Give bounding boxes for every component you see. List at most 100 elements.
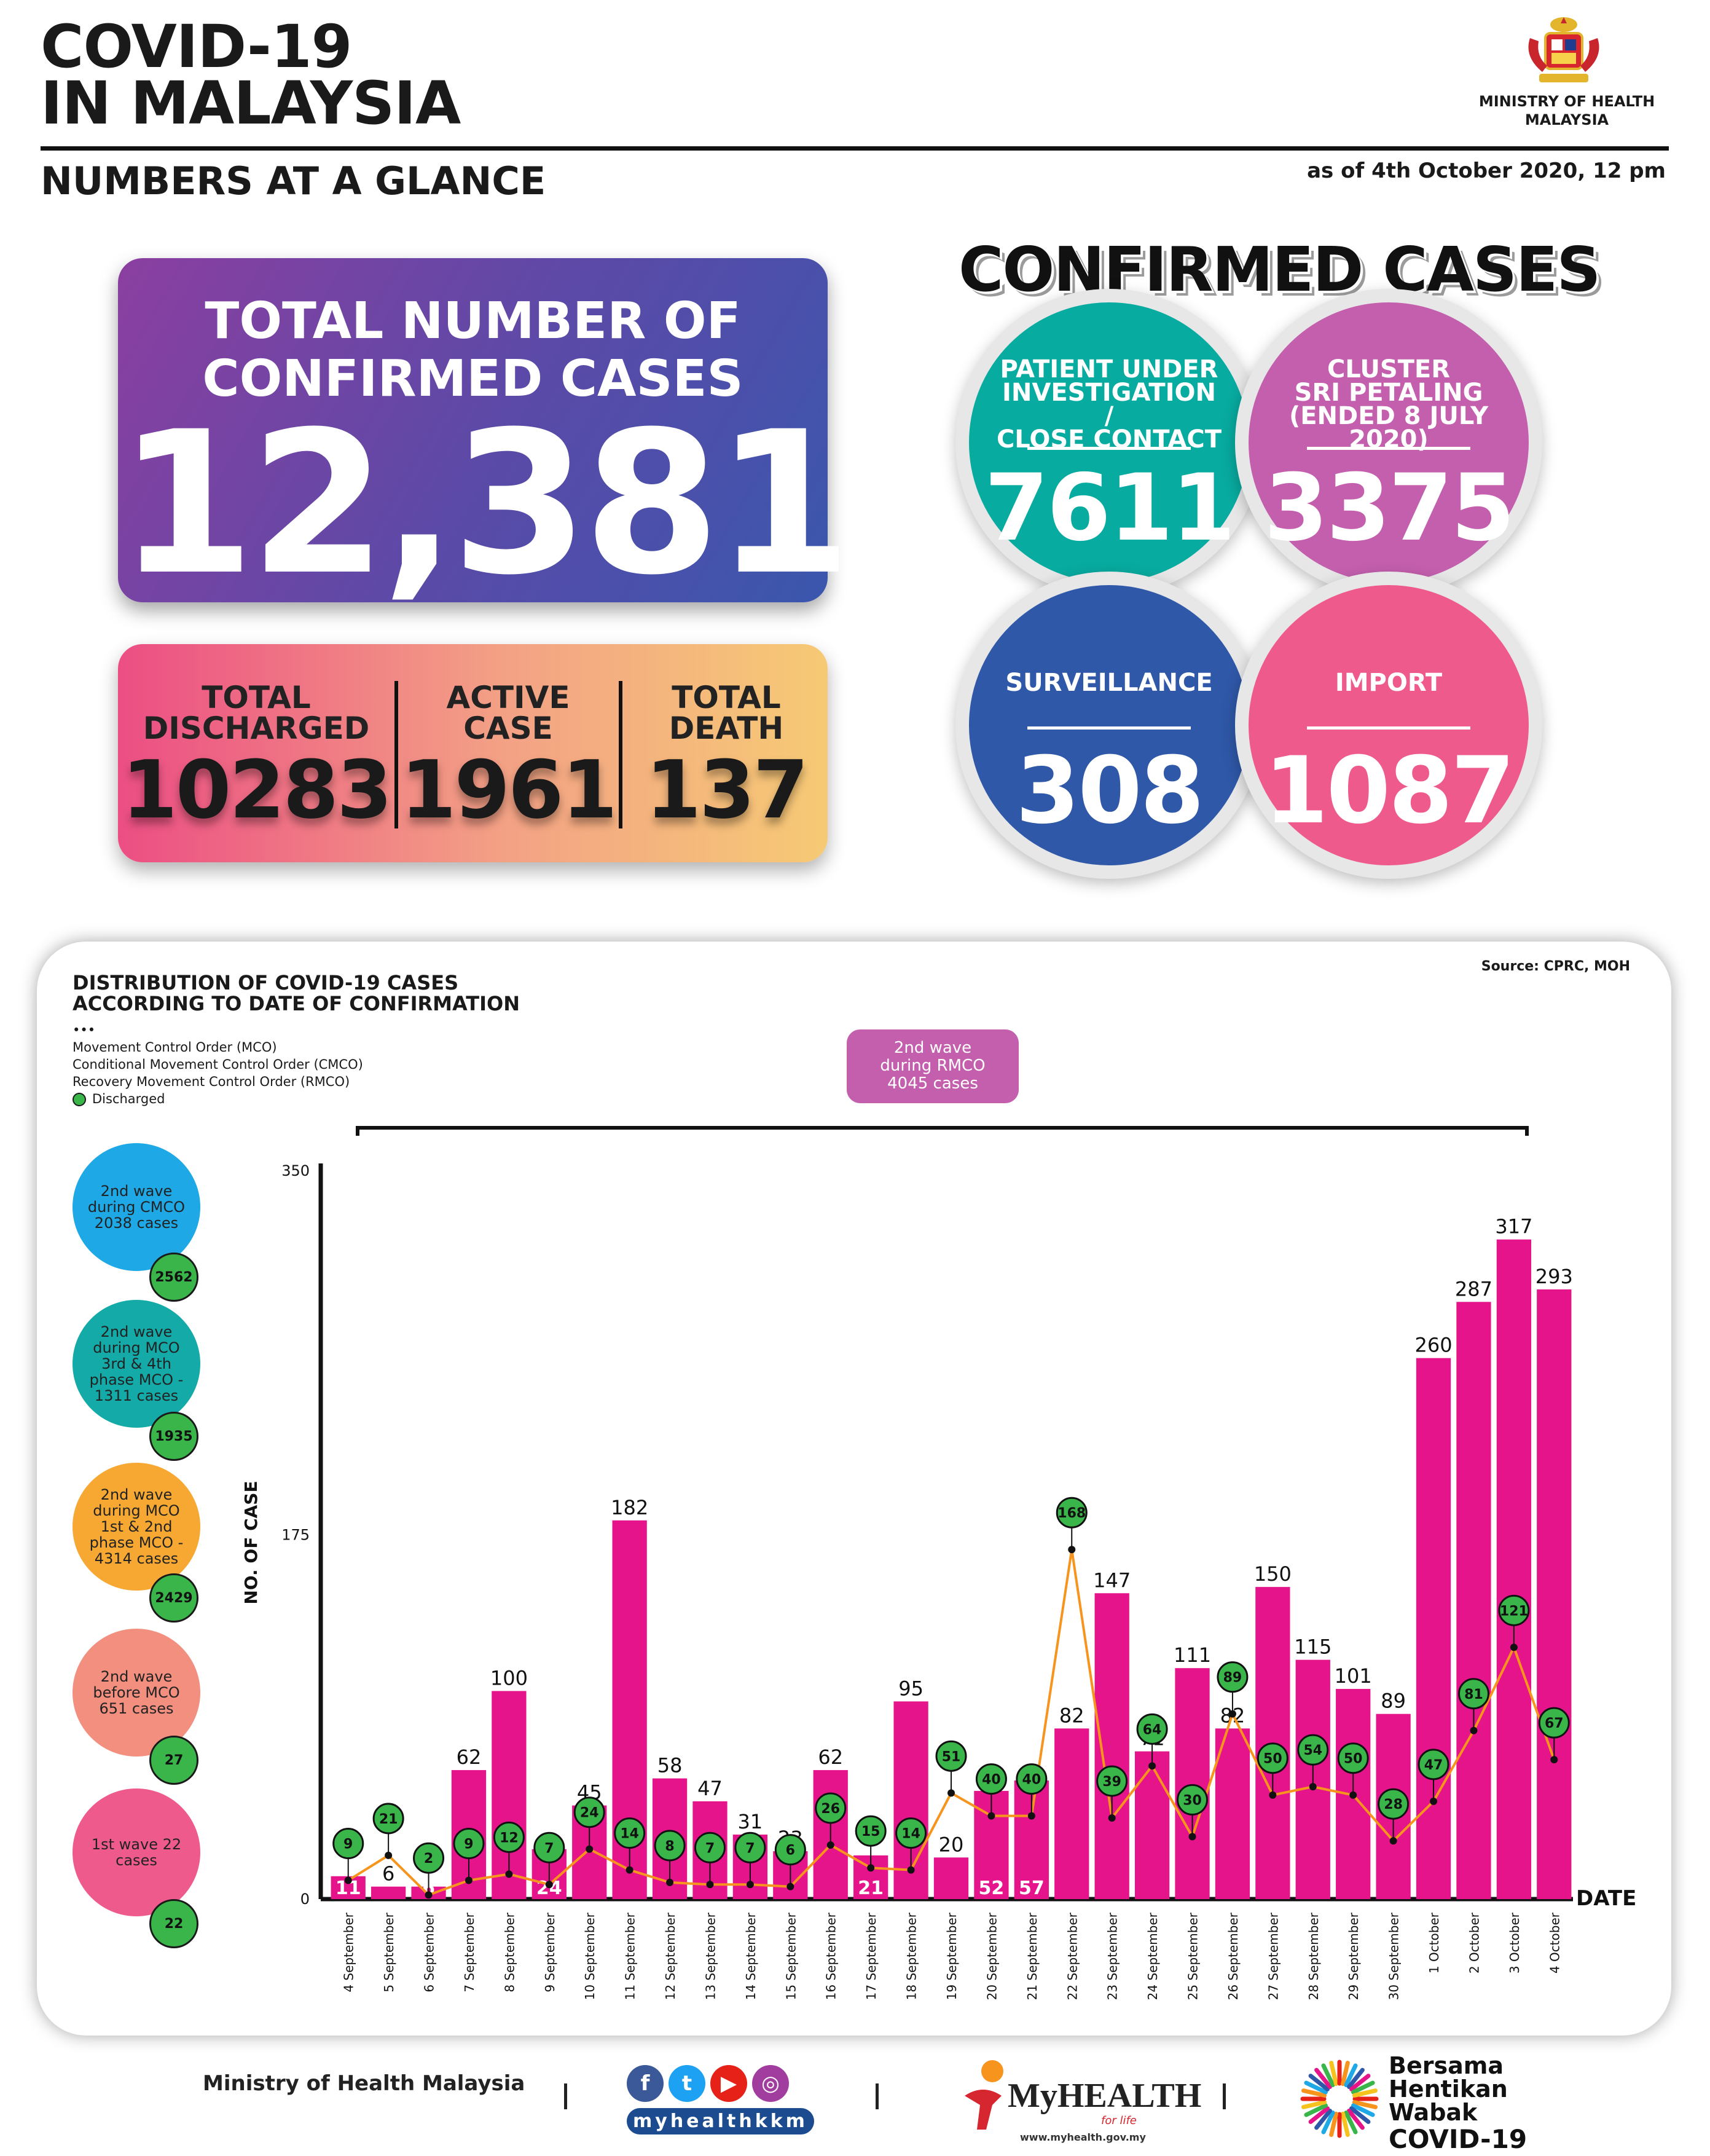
side-wave-cmco-badge: 2562 — [149, 1253, 198, 1302]
death-label: TOTAL DEATH — [625, 682, 828, 744]
rmco-wave-tag: 2nd wave during RMCO 4045 cases — [847, 1029, 1019, 1103]
malaysia-crest-logo — [1528, 17, 1599, 82]
ministry-label: MINISTRY OF HEALTH MALAYSIA — [1475, 92, 1659, 129]
twitter-icon[interactable]: t — [669, 2065, 705, 2102]
discharged-label: TOTAL DISCHARGED — [118, 682, 394, 744]
side-wave-mco-3-4: 2nd wave during MCO 3rd & 4th phase MCO … — [73, 1300, 200, 1428]
active-label: ACTIVE CASE — [401, 682, 616, 744]
stat-divider — [619, 681, 622, 828]
bersama-line-2: Hentikan — [1389, 2075, 1508, 2103]
footer-divider — [564, 2083, 567, 2109]
social-handle[interactable]: myhealthkkm — [627, 2108, 814, 2134]
as-of-date: as of 4th October 2020, 12 pm — [1307, 159, 1666, 183]
legend-rmco: Recovery Movement Control Order (RMCO) — [73, 1074, 350, 1089]
ministry-line-1: MINISTRY OF HEALTH — [1478, 93, 1655, 110]
side-wave-before-mco: 2nd wave before MCO 651 cases — [73, 1629, 200, 1757]
burst-ray — [1349, 2074, 1371, 2091]
chart-title-line-2: ACCORDING TO DATE OF CONFIRMATION — [73, 992, 520, 1015]
title-line-2: IN MALAYSIA — [41, 69, 461, 138]
legend-cmco: Conditional Movement Control Order (CMCO… — [73, 1057, 363, 1072]
burst-ray — [1329, 2111, 1338, 2137]
pui-label-1: PATIENT UNDER — [1000, 355, 1218, 384]
cluster-label-3: (ENDED 8 JULY 2020) — [1288, 402, 1489, 454]
myhealth-brand-text: MyHEALTH — [1008, 2077, 1202, 2115]
wave-tag-line-3: 4045 cases — [887, 1074, 978, 1093]
burst-ray — [1314, 2109, 1332, 2130]
import-value: 1087 — [1264, 738, 1515, 844]
burst-ray — [1301, 2088, 1327, 2098]
footer-divider — [1223, 2083, 1226, 2109]
surveillance-circle: SURVEILLANCE 308 — [955, 572, 1263, 879]
facebook-icon[interactable]: f — [627, 2065, 664, 2102]
burst-ray — [1341, 2111, 1350, 2137]
burst-ray — [1347, 2067, 1365, 2089]
discharged-stat: TOTAL DISCHARGED 10283 — [118, 682, 394, 836]
bersama-logo: Bersama Hentikan Wabak COVID-19 — [1296, 2047, 1542, 2154]
burst-ray — [1308, 2106, 1330, 2124]
discharged-label-2: DISCHARGED — [143, 710, 370, 746]
side-wave-mco-1-2-badge: 2429 — [149, 1573, 198, 1623]
bersama-text: Bersama Hentikan Wabak — [1389, 2054, 1508, 2124]
myhealth-tagline: for life — [1101, 2114, 1137, 2127]
myhealth-logo: MyHEALTH for life www.myhealth.gov.my — [959, 2053, 1201, 2145]
legend-discharged: Discharged — [73, 1090, 363, 1108]
death-label-1: TOTAL — [672, 680, 781, 715]
pui-divider — [1027, 447, 1191, 450]
active-label-1: ACTIVE — [446, 680, 570, 715]
discharged-dot-icon — [73, 1093, 86, 1106]
active-label-2: CASE — [463, 710, 553, 746]
total-confirmed-card: TOTAL NUMBER OF CONFIRMED CASES 12,381 — [118, 258, 852, 602]
social-links: f t ▶ ◎ myhealthkkm — [627, 2065, 814, 2134]
chart-legend: ••• Movement Control Order (MCO) Conditi… — [73, 1021, 363, 1108]
legend-discharged-label: Discharged — [92, 1092, 165, 1106]
virus-burst-icon — [1300, 2060, 1379, 2138]
burst-ray — [1347, 2109, 1365, 2130]
burst-ray — [1308, 2074, 1330, 2091]
myhealth-figure-icon — [965, 2060, 1003, 2130]
bersama-line-3: Wabak — [1389, 2099, 1478, 2126]
pui-circle: PATIENT UNDER INVESTIGATION / CLOSE CONT… — [955, 289, 1263, 596]
side-wave-mco-1-2: 2nd wave during MCO 1st & 2nd phase MCO … — [73, 1463, 200, 1591]
cluster-divider — [1307, 447, 1470, 450]
ministry-line-2: MALAYSIA — [1524, 111, 1609, 128]
chart-source: Source: CPRC, MOH — [1481, 959, 1630, 974]
side-wave-mco-3-4-badge: 1935 — [149, 1412, 198, 1461]
active-value: 1961 — [401, 743, 618, 836]
burst-ray — [1304, 2080, 1328, 2095]
stat-divider — [394, 681, 398, 828]
footer-divider — [876, 2083, 879, 2109]
burst-ray — [1321, 2063, 1335, 2087]
chart-title-line-1: DISTRIBUTION OF COVID-19 CASES — [73, 971, 459, 994]
chart-title: DISTRIBUTION OF COVID-19 CASES ACCORDING… — [73, 972, 520, 1014]
cluster-label-1: CLUSTER — [1327, 355, 1451, 384]
case-status-card: TOTAL DISCHARGED 10283 ACTIVE CASE 1961 … — [118, 644, 828, 862]
legend-ellipsis: ••• — [73, 1023, 96, 1037]
cluster-circle: CLUSTER SRI PETALING (ENDED 8 JULY 2020)… — [1235, 289, 1542, 596]
myhealth-url[interactable]: www.myhealth.gov.my — [1020, 2131, 1146, 2143]
death-stat: TOTAL DEATH 137 — [625, 682, 828, 836]
total-confirmed-label: TOTAL NUMBER OF CONFIRMED CASES — [118, 293, 828, 408]
total-label-line-1: TOTAL NUMBER OF — [205, 292, 741, 350]
side-wave-first-badge: 22 — [149, 1899, 198, 1948]
import-label: IMPORT — [1335, 669, 1443, 697]
bersama-line-1: Bersama — [1389, 2052, 1504, 2079]
death-value: 137 — [645, 743, 809, 836]
burst-ray — [1344, 2063, 1358, 2087]
wave-tag-line-1: 2nd wave — [893, 1039, 972, 1057]
legend-mco: Movement Control Order (MCO) — [73, 1040, 277, 1055]
burst-ray — [1314, 2067, 1332, 2089]
burst-ray — [1329, 2061, 1338, 2087]
cluster-value: 3375 — [1264, 455, 1515, 562]
burst-ray — [1349, 2106, 1371, 2124]
footer-ministry: Ministry of Health Malaysia — [203, 2071, 525, 2096]
surveillance-divider — [1027, 726, 1191, 730]
side-wave-first: 1st wave 22 cases — [73, 1788, 200, 1916]
youtube-icon[interactable]: ▶ — [710, 2065, 747, 2102]
burst-ray — [1344, 2111, 1358, 2134]
instagram-icon[interactable]: ◎ — [752, 2065, 789, 2102]
cluster-label: CLUSTER SRI PETALING (ENDED 8 JULY 2020) — [1273, 355, 1504, 454]
pui-label-2: INVESTIGATION / — [1002, 379, 1216, 430]
bersama-covid: COVID-19 — [1389, 2124, 1528, 2154]
burst-ray — [1304, 2103, 1328, 2117]
burst-ray — [1352, 2100, 1378, 2109]
